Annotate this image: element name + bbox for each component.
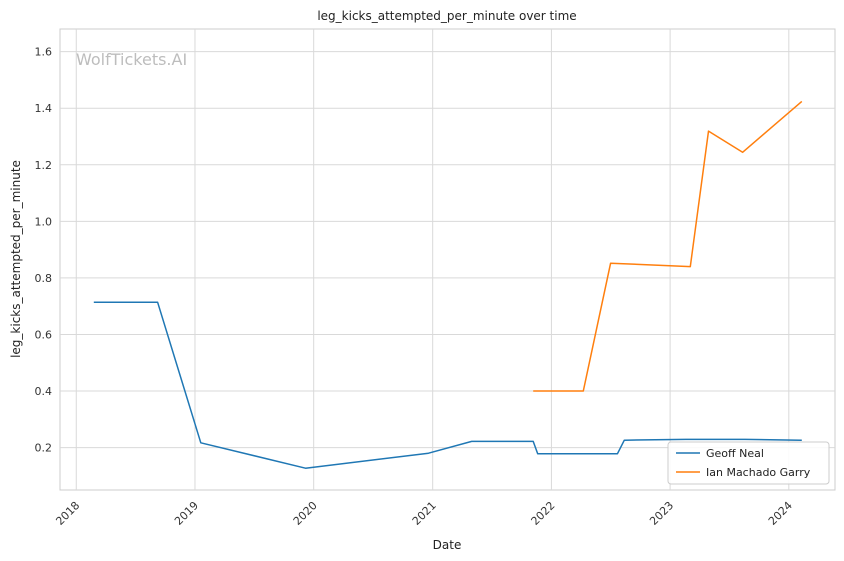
data-point: [304, 467, 307, 470]
data-point: [536, 452, 539, 455]
y-tick-label: 1.0: [35, 215, 53, 228]
data-point: [684, 438, 687, 441]
y-tick-label: 0.6: [35, 328, 53, 341]
y-tick-label: 1.2: [35, 159, 53, 172]
y-tick-label: 0.8: [35, 272, 53, 285]
legend-box: [667, 441, 830, 485]
legend-label-ian-machado-garry: Ian Machado Garry: [706, 466, 811, 479]
chart-title: leg_kicks_attempted_per_minute over time: [317, 9, 576, 23]
data-point: [616, 452, 619, 455]
legend-label-geoff-neal: Geoff Neal: [706, 447, 764, 460]
y-axis-label: leg_kicks_attempted_per_minute: [9, 160, 23, 358]
data-point: [532, 390, 535, 393]
data-point: [741, 151, 744, 154]
data-point: [743, 438, 746, 441]
data-point: [92, 301, 95, 304]
data-point: [470, 440, 473, 443]
legend: Geoff Neal Ian Machado Garry: [667, 441, 830, 485]
y-tick-label: 0.2: [35, 442, 53, 455]
series-ian-machado-garry: [532, 100, 803, 393]
data-point: [156, 301, 159, 304]
data-point: [689, 265, 692, 268]
y-tick-label: 1.4: [35, 102, 53, 115]
series-geoff-neal: [92, 301, 803, 470]
series-line-ian-machado-garry: [533, 100, 803, 392]
data-point: [707, 130, 710, 133]
y-tick-label: 1.6: [35, 46, 53, 59]
data-point: [582, 390, 585, 393]
plot-area: [59, 28, 836, 491]
y-tick-label: 0.4: [35, 385, 53, 398]
series-layer: [92, 100, 803, 470]
watermark: WolfTickets.AI: [76, 50, 187, 69]
grid: [60, 29, 835, 490]
y-axis-ticks: 0.2 0.4 0.6 0.8 1.0 1.2 1.4 1.6: [35, 46, 53, 455]
data-point: [532, 440, 535, 443]
series-line-geoff-neal: [93, 301, 802, 469]
x-axis-label: Date: [433, 538, 462, 552]
data-point: [800, 439, 803, 442]
data-point: [609, 262, 612, 265]
data-point: [199, 441, 202, 444]
data-point: [623, 439, 626, 442]
data-point: [427, 452, 430, 455]
data-point: [800, 100, 803, 103]
